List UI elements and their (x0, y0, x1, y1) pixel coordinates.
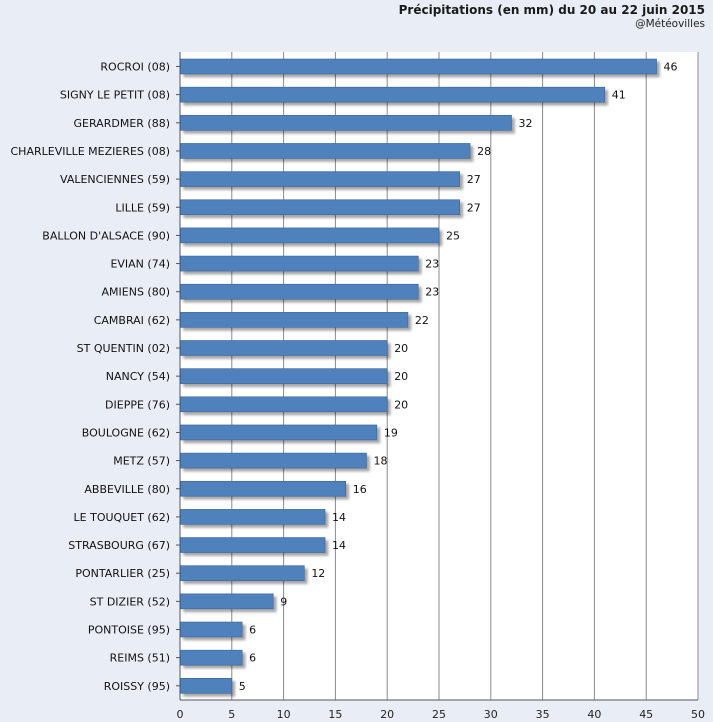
data-label: 14 (332, 539, 346, 552)
bar (180, 199, 461, 216)
x-tick-label: 35 (536, 708, 550, 721)
bar (180, 283, 419, 300)
x-tick-label: 10 (277, 708, 291, 721)
data-label: 19 (384, 426, 398, 439)
bar (180, 509, 326, 525)
data-label: 28 (477, 145, 491, 158)
category-label: VALENCIENNES (59) (60, 173, 170, 186)
x-tick-label: 15 (328, 708, 342, 721)
chart-title-block: Précipitations (en mm) du 20 au 22 juin … (399, 3, 705, 30)
category-label: ST DIZIER (52) (90, 595, 170, 608)
category-label: LILLE (59) (115, 201, 170, 214)
bar (180, 368, 388, 384)
data-label: 32 (519, 117, 533, 130)
data-label: 20 (394, 398, 408, 411)
category-label: DIEPPE (76) (105, 398, 170, 411)
data-label: 20 (394, 370, 408, 383)
data-label: 46 (664, 61, 678, 74)
data-label: 25 (446, 229, 460, 242)
category-label: ROCROI (08) (100, 61, 170, 74)
data-label: 18 (373, 455, 387, 468)
bar (180, 537, 326, 553)
category-label: ABBEVILLE (80) (84, 483, 170, 496)
category-label: BOULOGNE (62) (82, 426, 170, 439)
bar (180, 340, 388, 356)
data-label: 9 (280, 595, 287, 608)
category-label: METZ (57) (113, 455, 170, 468)
category-label: PONTARLIER (25) (75, 567, 170, 580)
data-label: 6 (249, 624, 256, 637)
x-tick-label: 25 (432, 708, 446, 721)
category-label: PONTOISE (95) (88, 624, 170, 637)
bar (180, 115, 512, 131)
bar (180, 677, 233, 694)
category-label: LE TOUQUET (62) (74, 511, 170, 524)
bar (180, 255, 419, 272)
x-tick-label: 30 (484, 708, 498, 721)
bar (180, 424, 378, 441)
bar (180, 86, 606, 103)
category-label: GERARDMER (88) (74, 117, 170, 130)
x-tick-label: 0 (177, 708, 184, 721)
category-label: SIGNY LE PETIT (08) (60, 89, 170, 102)
data-label: 20 (394, 342, 408, 355)
category-label: BALLON D'ALSACE (90) (42, 229, 170, 242)
x-tick-label: 40 (587, 708, 601, 721)
bar (180, 621, 243, 638)
category-label: ROISSY (95) (104, 680, 170, 693)
category-label: STRASBOURG (67) (68, 539, 170, 552)
bar (180, 58, 657, 75)
data-label: 23 (425, 258, 439, 271)
bar (180, 452, 367, 469)
bar (180, 143, 471, 159)
bar (180, 312, 409, 328)
bar (180, 593, 274, 610)
data-label: 27 (467, 201, 481, 214)
data-label: 41 (612, 89, 626, 102)
bar (180, 396, 388, 413)
data-label: 23 (425, 286, 439, 299)
data-label: 16 (353, 483, 367, 496)
chart-title: Précipitations (en mm) du 20 au 22 juin … (398, 3, 705, 17)
data-label: 22 (415, 314, 429, 327)
data-label: 6 (249, 652, 256, 665)
bar (180, 565, 305, 582)
bar (180, 227, 440, 244)
data-label: 12 (311, 567, 325, 580)
category-label: ST QUENTIN (02) (77, 342, 170, 355)
data-label: 27 (467, 173, 481, 186)
data-label: 5 (239, 680, 246, 693)
category-label: CAMBRAI (62) (94, 314, 170, 327)
category-label: AMIENS (80) (102, 286, 171, 299)
bar (180, 649, 243, 666)
category-label: EVIAN (74) (110, 258, 170, 271)
bar (180, 171, 461, 187)
x-tick-label: 45 (639, 708, 653, 721)
category-label: CHARLEVILLE MEZIERES (08) (11, 145, 171, 158)
x-tick-label: 50 (691, 708, 705, 721)
x-tick-label: 5 (228, 708, 235, 721)
category-label: REIMS (51) (110, 652, 170, 665)
x-tick-label: 20 (380, 708, 394, 721)
category-label: NANCY (54) (106, 370, 170, 383)
bar (180, 480, 347, 497)
chart-subtitle: @Météovilles (635, 18, 705, 30)
data-label: 14 (332, 511, 346, 524)
